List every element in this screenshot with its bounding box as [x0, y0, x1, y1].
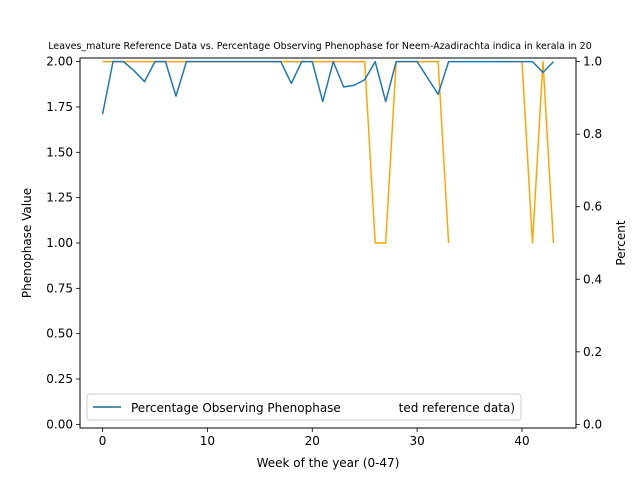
x-tick-label: 30 [409, 434, 424, 448]
left-y-axis-ticks: 0.00 0.25 0.50 0.75 1.00 1.25 1.50 1.75 2.00 [46, 55, 80, 431]
legend-label-percent: Percentage Observing Phenophase [131, 401, 341, 415]
left-y-axis-label: Phenophase Value [20, 188, 34, 298]
legend-label-ref: ted reference data) [399, 401, 515, 415]
right-y-tick-label: 1.0 [583, 55, 602, 69]
chart-title: Leaves_mature Reference Data vs. Percent… [48, 41, 592, 52]
right-y-tick-label: 0.6 [583, 200, 602, 214]
legend: ted reference data) Percentage Observing… [86, 393, 522, 421]
left-y-tick-label: 1.00 [46, 236, 73, 250]
right-y-axis-label: Percent [614, 220, 628, 265]
left-y-tick-label: 1.25 [46, 191, 73, 205]
x-tick-label: 20 [305, 434, 320, 448]
right-y-tick-label: 0.2 [583, 345, 602, 359]
x-axis-label: Week of the year (0-47) [257, 456, 400, 470]
x-axis-ticks: 0 10 20 30 40 [99, 428, 530, 448]
x-tick-label: 40 [514, 434, 529, 448]
left-y-tick-label: 0.25 [46, 372, 73, 386]
legend-label-backing [128, 399, 350, 416]
x-tick-label: 0 [99, 434, 107, 448]
left-y-tick-label: 2.00 [46, 55, 73, 69]
right-y-axis-ticks: 0.0 0.2 0.4 0.6 0.8 1.0 [576, 55, 602, 431]
series-line-percent [101, 60, 554, 115]
left-y-tick-label: 1.50 [46, 145, 73, 159]
left-y-tick-label: 0.75 [46, 281, 73, 295]
plot-frame [79, 57, 577, 429]
x-tick-label: 10 [200, 434, 215, 448]
right-y-tick-label: 0.0 [583, 417, 602, 431]
left-y-tick-label: 0.00 [46, 417, 73, 431]
series-layer [101, 60, 555, 244]
left-y-tick-label: 1.75 [46, 100, 73, 114]
right-y-tick-label: 0.8 [583, 127, 602, 141]
right-y-tick-label: 0.4 [583, 272, 602, 286]
left-y-tick-label: 0.50 [46, 327, 73, 341]
